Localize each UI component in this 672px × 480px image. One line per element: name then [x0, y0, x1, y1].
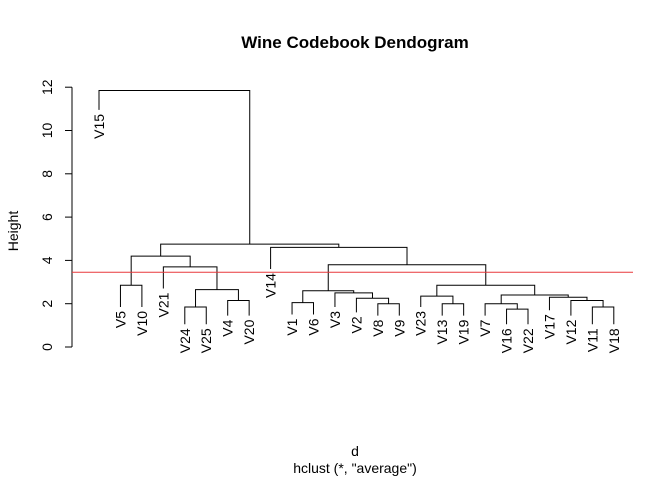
chart-title: Wine Codebook Dendogram	[241, 33, 468, 52]
method-sublabel: hclust (*, "average")	[293, 460, 417, 476]
leaf-label: V13	[434, 319, 450, 344]
dendrogram-merge	[334, 292, 373, 307]
leaf-label: V18	[606, 328, 622, 353]
leaf-label: V23	[413, 311, 429, 336]
leaf-label: V16	[499, 328, 515, 353]
leaf-label: V10	[134, 311, 150, 336]
leaf-label: V24	[177, 328, 193, 353]
leaf-label: V17	[541, 314, 557, 339]
dendrogram-merge	[162, 266, 218, 290]
dendrogram-merge	[184, 306, 207, 325]
leaf-label: V1	[284, 318, 300, 335]
leaf-label: V20	[241, 319, 257, 344]
y-tick-label: 2	[39, 300, 55, 308]
leaf-label: V6	[306, 318, 322, 335]
dendrogram-merge	[119, 284, 143, 307]
y-tick-label: 4	[39, 256, 55, 264]
dendrogram-merge	[570, 299, 604, 316]
y-tick-label: 10	[39, 123, 55, 139]
leaf-label: V9	[391, 319, 407, 336]
dendrogram-merge	[355, 297, 390, 313]
dendrogram-merge	[377, 303, 400, 316]
dendrogram-merge	[484, 303, 518, 316]
leaf-label: V3	[327, 311, 343, 328]
leaf-label: V8	[370, 319, 386, 336]
leaf-labels: V15 V5 V10 V21 V24 V25 V4 V20 V14 V1 V6 V3 V2 V8 V9 V23…	[91, 114, 622, 353]
dendrogram-merge	[130, 255, 191, 286]
leaf-label: V15	[91, 114, 107, 139]
dendrogram-merge	[195, 289, 239, 307]
dendrogram-merge	[548, 296, 588, 311]
dendrogram-merge	[327, 264, 487, 291]
dendrogram-merge	[291, 302, 314, 315]
y-axis-label: Height	[5, 211, 21, 252]
leaf-label: V4	[220, 319, 236, 336]
dendrogram-merge	[270, 246, 408, 270]
dendrogram-merge	[160, 243, 340, 257]
y-tick-label: 8	[39, 170, 55, 178]
y-tick-label: 0	[39, 343, 55, 351]
leaf-label: V2	[348, 316, 364, 333]
dendrogram-tree	[98, 89, 615, 325]
dendrogram-merge	[591, 306, 615, 325]
y-tick-label: 6	[39, 213, 55, 221]
leaf-label: V22	[520, 328, 536, 353]
leaf-label: V12	[563, 319, 579, 344]
leaf-label: V7	[477, 319, 493, 336]
leaf-label: V5	[112, 311, 128, 328]
y-axis: 0 2 4 6 8 10 12	[39, 79, 73, 351]
dendrogram-merge	[441, 303, 465, 316]
dendrogram-merge	[436, 284, 536, 297]
y-tick-label: 12	[39, 79, 55, 95]
leaf-label: V25	[198, 328, 214, 353]
leaf-label: V14	[263, 273, 279, 298]
dendrogram-merge	[98, 89, 251, 245]
dendrogram-merge	[500, 294, 569, 304]
leaf-label: V19	[456, 319, 472, 344]
dendrogram-merge	[506, 308, 529, 325]
dendrogram-merge	[420, 295, 454, 307]
dendrogram-merge	[227, 299, 250, 316]
x-axis-label: d	[351, 443, 359, 459]
leaf-label: V11	[584, 328, 600, 352]
leaf-label: V21	[155, 292, 171, 317]
